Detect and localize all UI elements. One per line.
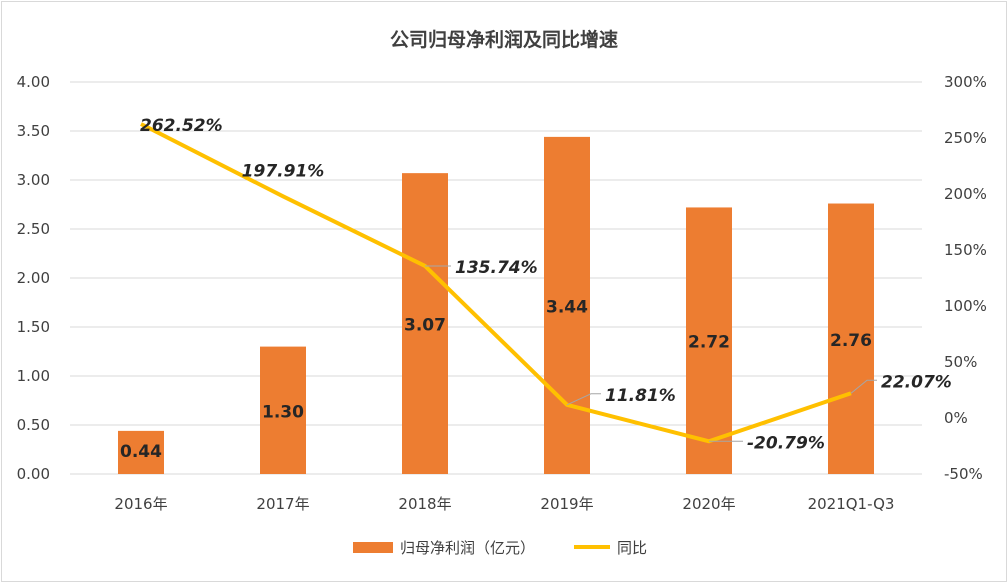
right-axis-tick: 250% (944, 129, 987, 147)
bar-label: 1.30 (262, 402, 304, 422)
right-axis-tick: -50% (944, 465, 983, 483)
bar-label: 3.44 (546, 297, 588, 317)
leader-line (850, 379, 877, 394)
line-label: 197.91% (242, 161, 325, 181)
gridlines (70, 81, 922, 475)
line-path (140, 122, 852, 444)
left-axis-tick: 0.50 (17, 416, 50, 434)
bar (686, 207, 732, 474)
right-axis-tick: 100% (944, 297, 987, 315)
category-label: 2019年 (540, 495, 593, 513)
bar (260, 346, 306, 474)
leader-lines (425, 265, 877, 442)
left-axis-tick: 2.00 (17, 269, 50, 287)
category-label: 2021Q1-Q3 (808, 495, 895, 513)
chart-title: 公司归母净利润及同比增速 (390, 28, 618, 51)
bar (402, 173, 448, 474)
left-axis-tick: 1.50 (17, 318, 50, 336)
left-axis-ticks: 4.00 3.50 3.00 2.50 2.00 1.50 1.00 0.50 0.00 (17, 73, 50, 483)
line-label: 135.74% (455, 258, 538, 278)
bar (828, 203, 874, 474)
line-label: 262.52% (140, 116, 223, 136)
category-label: 2016年 (114, 495, 167, 513)
right-axis-tick: 150% (944, 241, 987, 259)
left-axis-tick: 3.50 (17, 122, 50, 140)
line-label: -20.79% (747, 433, 825, 453)
category-label: 2017年 (256, 495, 309, 513)
left-axis-tick: 4.00 (17, 73, 50, 91)
leader-line (566, 393, 601, 406)
line-labels: 262.52% 197.91% 135.74% 11.81% -20.79% 22.07% (140, 116, 952, 453)
legend-bar-swatch (353, 542, 393, 553)
legend: 归母净利润（亿元） 同比 (353, 539, 647, 557)
right-axis-tick: 0% (944, 409, 968, 427)
left-axis-tick: 3.00 (17, 171, 50, 189)
bar (544, 136, 590, 474)
category-labels: 2016年 2017年 2018年 2019年 2020年 2021Q1-Q3 (114, 495, 894, 513)
bar-label: 2.76 (830, 331, 872, 351)
legend-line-label: 同比 (617, 539, 647, 557)
bar (118, 430, 164, 474)
line-label: 22.07% (881, 372, 952, 392)
legend-bar-label: 归母净利润（亿元） (400, 539, 535, 557)
left-axis-tick: 1.00 (17, 367, 50, 385)
bar-labels: 0.44 1.30 3.07 3.44 2.72 2.76 (120, 297, 872, 462)
category-label: 2020年 (682, 495, 735, 513)
bar-label: 0.44 (120, 442, 162, 462)
bar-label: 3.07 (404, 316, 446, 336)
right-axis-tick: 50% (944, 353, 977, 371)
right-axis-tick: 300% (944, 73, 987, 91)
left-axis-tick: 2.50 (17, 220, 50, 238)
right-axis-tick: 200% (944, 185, 987, 203)
right-axis-ticks: 300% 250% 200% 150% 100% 50% 0% -50% (944, 73, 987, 483)
line-series (140, 122, 852, 444)
line-label: 11.81% (605, 386, 676, 406)
category-label: 2018年 (398, 495, 451, 513)
bar-series (118, 136, 874, 474)
left-axis-tick: 0.00 (17, 465, 50, 483)
bar-label: 2.72 (688, 333, 730, 353)
